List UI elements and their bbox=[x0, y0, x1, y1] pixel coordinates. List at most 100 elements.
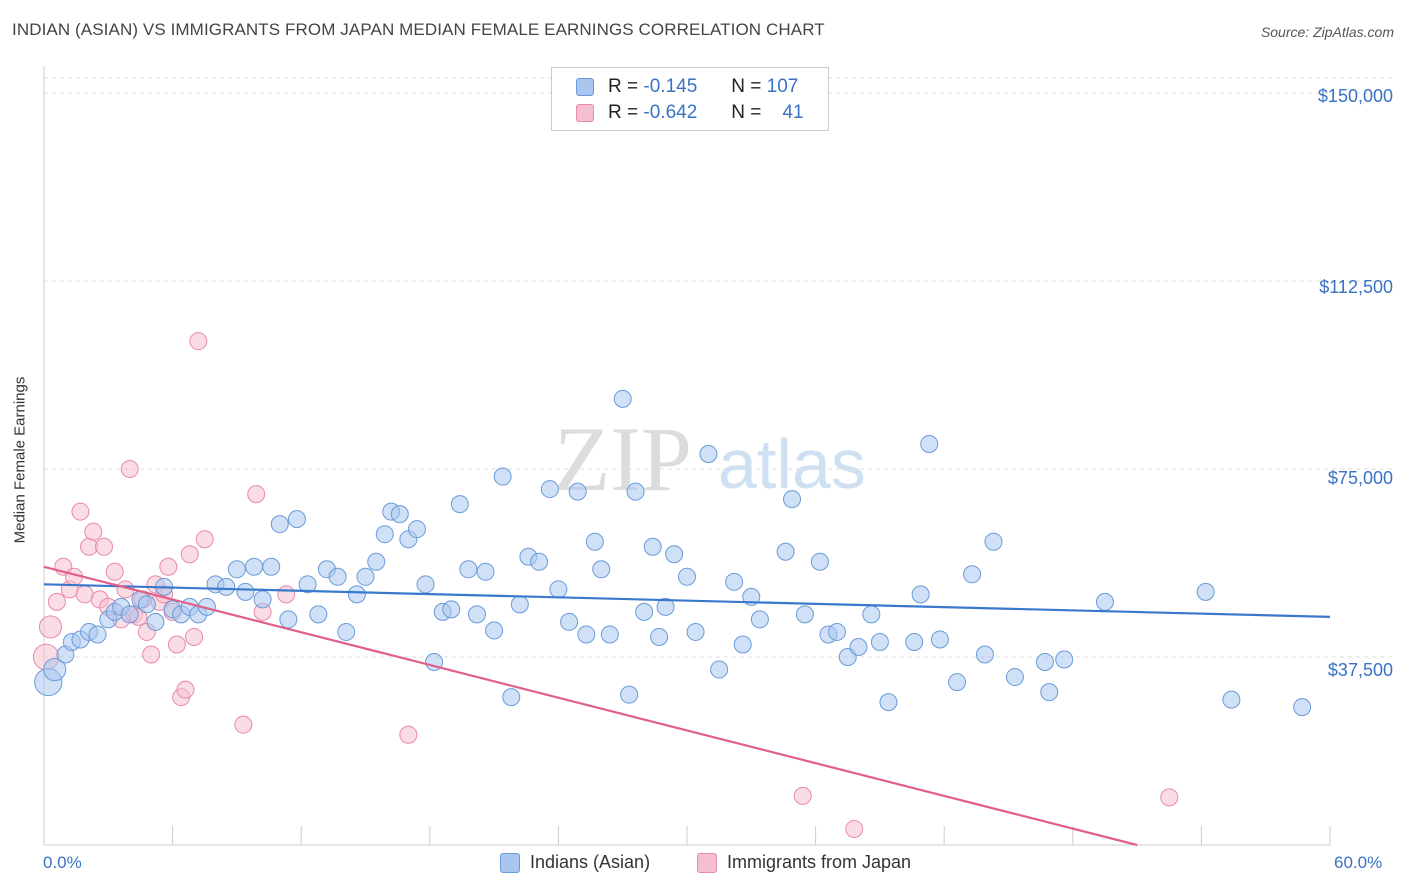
x-tick-label-min: 0.0% bbox=[43, 853, 82, 872]
data-point bbox=[1293, 698, 1312, 717]
data-point bbox=[920, 434, 939, 453]
trend-line-indians-asian bbox=[43, 583, 1331, 619]
data-point bbox=[337, 622, 356, 641]
legend-row-pink: R = -0.642 N = 41 bbox=[576, 101, 804, 125]
data-point bbox=[189, 332, 208, 351]
data-point bbox=[399, 725, 418, 744]
data-point bbox=[236, 582, 255, 601]
data-point bbox=[146, 612, 165, 631]
data-point bbox=[84, 522, 103, 541]
legend-r-value: -0.145 bbox=[643, 76, 698, 97]
data-point bbox=[530, 552, 549, 571]
y-tick-label: $37,500 bbox=[1327, 660, 1393, 680]
legend-r-label: R = bbox=[608, 102, 639, 123]
data-point bbox=[347, 585, 366, 604]
y-tick-label: $112,500 bbox=[1319, 277, 1393, 297]
data-point bbox=[38, 615, 62, 639]
data-point bbox=[795, 605, 814, 624]
series-immigrants-from-japan bbox=[32, 332, 1179, 838]
data-point bbox=[549, 580, 568, 599]
data-point bbox=[635, 602, 654, 621]
data-point bbox=[1005, 668, 1024, 687]
data-point bbox=[643, 537, 662, 556]
data-point bbox=[367, 552, 386, 571]
data-point bbox=[585, 532, 604, 551]
data-point bbox=[356, 567, 375, 586]
data-point bbox=[930, 630, 949, 649]
data-point bbox=[849, 637, 868, 656]
data-point bbox=[71, 502, 90, 521]
data-point bbox=[493, 467, 512, 486]
chart-source: Source: ZipAtlas.com bbox=[1260, 24, 1394, 40]
data-point bbox=[678, 567, 696, 586]
bottom-legend-pink: Immigrants from Japan bbox=[697, 852, 911, 873]
data-point bbox=[247, 485, 266, 504]
data-point bbox=[416, 575, 435, 594]
data-point bbox=[1040, 683, 1059, 702]
legend-r-label: R = bbox=[608, 76, 639, 97]
correlation-legend: R = -0.145 N = 107 R = -0.642 N = 41 bbox=[551, 67, 829, 131]
data-point bbox=[510, 595, 529, 614]
bottom-legend-label-pink: Immigrants from Japan bbox=[727, 852, 912, 872]
y-tick-label: $75,000 bbox=[1327, 468, 1393, 488]
data-point bbox=[592, 560, 611, 579]
data-point bbox=[180, 545, 199, 564]
data-point bbox=[442, 600, 461, 619]
trend-lines bbox=[43, 565, 1331, 847]
data-point bbox=[1196, 582, 1215, 601]
data-point bbox=[502, 688, 521, 707]
legend-n-value: 107 bbox=[766, 76, 799, 97]
data-point bbox=[776, 542, 795, 561]
data-point bbox=[600, 625, 619, 644]
x-tick-label-max: 60.0% bbox=[1334, 853, 1383, 872]
legend-swatch-pink bbox=[576, 104, 594, 122]
data-point bbox=[407, 520, 426, 539]
data-point bbox=[626, 482, 645, 501]
data-point bbox=[845, 819, 864, 838]
chart-title: INDIAN (ASIAN) VS IMMIGRANTS FROM JAPAN … bbox=[12, 20, 825, 39]
data-point bbox=[686, 622, 705, 641]
data-point bbox=[577, 625, 596, 644]
data-point bbox=[963, 565, 982, 584]
data-point bbox=[783, 490, 802, 509]
bottom-legend-swatch-blue bbox=[500, 852, 520, 873]
data-point bbox=[88, 625, 107, 644]
data-point bbox=[1160, 788, 1179, 807]
legend-r-value: -0.642 bbox=[643, 102, 698, 123]
data-point bbox=[485, 621, 504, 640]
data-point bbox=[47, 592, 66, 611]
data-point bbox=[828, 622, 847, 641]
data-point bbox=[309, 605, 328, 624]
data-point bbox=[298, 575, 317, 594]
bottom-legend-blue: Indians (Asian) bbox=[500, 852, 650, 873]
data-point bbox=[287, 510, 306, 529]
data-point bbox=[650, 627, 669, 646]
data-point bbox=[870, 632, 889, 651]
data-point bbox=[80, 537, 99, 556]
data-point bbox=[733, 635, 752, 654]
legend-n-label: N = bbox=[731, 76, 762, 97]
data-point bbox=[279, 610, 298, 629]
data-point bbox=[1095, 592, 1114, 611]
data-point bbox=[75, 585, 94, 604]
data-point bbox=[176, 680, 195, 699]
data-point bbox=[710, 660, 729, 679]
data-point bbox=[620, 685, 639, 704]
data-point bbox=[656, 597, 675, 616]
legend-n-label: N = bbox=[731, 102, 762, 123]
data-point bbox=[905, 632, 924, 651]
data-point bbox=[540, 480, 559, 499]
data-point bbox=[217, 577, 236, 596]
data-point bbox=[137, 595, 156, 614]
data-point bbox=[984, 532, 1003, 551]
data-point bbox=[277, 585, 296, 604]
data-point bbox=[862, 605, 881, 624]
data-point bbox=[253, 590, 272, 609]
data-point bbox=[450, 495, 469, 514]
data-point bbox=[270, 515, 289, 534]
data-point bbox=[185, 627, 204, 646]
data-point bbox=[1055, 650, 1074, 669]
data-point bbox=[390, 505, 409, 524]
data-point bbox=[568, 482, 587, 501]
